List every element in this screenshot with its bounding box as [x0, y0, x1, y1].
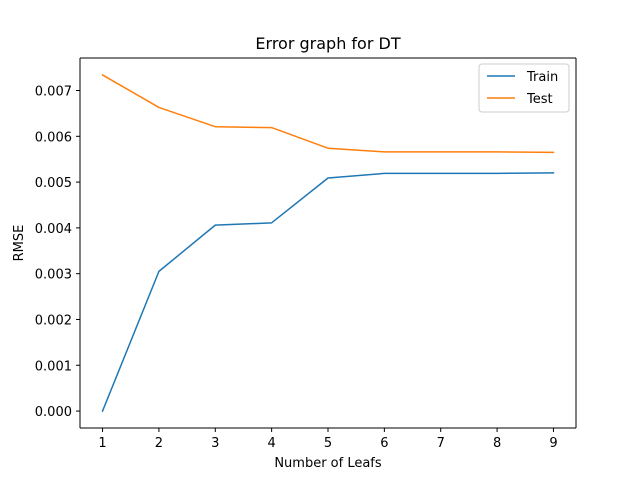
x-axis-label: Number of Leafs [274, 456, 382, 471]
x-tick-label: 6 [380, 436, 388, 451]
y-tick-label: 0.007 [35, 85, 72, 100]
y-tick-label: 0.001 [35, 359, 72, 374]
x-tick-label: 3 [211, 436, 219, 451]
y-tick-label: 0.002 [35, 313, 72, 328]
legend: Train Test [478, 63, 570, 113]
x-tick-label: 8 [493, 436, 501, 451]
x-tick-label: 7 [437, 436, 445, 451]
x-axis-ticks: 1 2 3 4 5 6 7 8 9 [98, 428, 558, 451]
series-line-train [101, 172, 555, 413]
x-tick-label: 1 [98, 436, 106, 451]
series-line-test [101, 73, 555, 154]
y-tick-label: 0.003 [35, 268, 72, 283]
y-tick-label: 0.006 [35, 130, 72, 145]
y-axis-ticks: 0.000 0.001 0.002 0.003 0.004 0.005 0.006 0.007 [35, 85, 80, 420]
chart-title: Error graph for DT [255, 34, 400, 53]
x-tick-label: 4 [267, 436, 275, 451]
x-tick-label: 9 [549, 436, 557, 451]
series-layer [101, 73, 555, 413]
y-tick-label: 0.005 [35, 176, 72, 191]
y-tick-label: 0.000 [35, 405, 72, 420]
plot-area [80, 58, 576, 428]
x-tick-label: 2 [155, 436, 163, 451]
x-tick-label: 5 [324, 436, 332, 451]
legend-label-test: Test [526, 92, 553, 107]
legend-label-train: Train [526, 70, 558, 85]
y-axis-label: RMSE [12, 225, 27, 262]
y-tick-label: 0.004 [35, 222, 72, 237]
